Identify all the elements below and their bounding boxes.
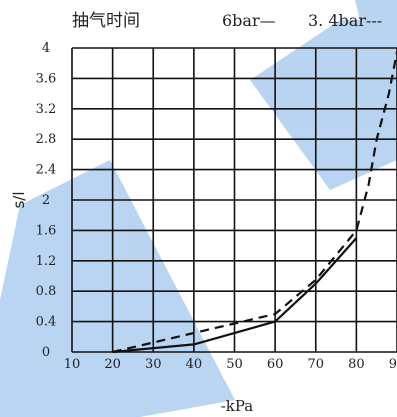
x-tick-labels: 10 20 30 40 50 60 70 80 90 — [64, 357, 397, 372]
legend-item-3-4bar: 3. 4bar--- — [308, 11, 382, 30]
series-line-6bar — [112, 237, 358, 354]
y-axis-label: s/l — [10, 191, 28, 208]
y-tick-label: 1.6 — [36, 223, 57, 238]
x-tick-label: 90 — [389, 357, 397, 372]
x-tick-label: 30 — [145, 357, 162, 372]
x-tick-label: 20 — [104, 357, 121, 372]
y-tick-label: 0 — [42, 345, 50, 360]
legend-item-6bar: 6bar— — [222, 11, 276, 30]
y-tick-labels: 0 0.4 0.8 1.2 1.6 2 2.4 2.8 3.2 3.6 4 — [36, 41, 57, 360]
y-tick-label: 4 — [42, 41, 50, 56]
x-tick-label: 60 — [267, 357, 284, 372]
x-tick-label: 50 — [226, 357, 243, 372]
chart-title: 抽气时间 — [72, 11, 140, 31]
y-tick-label: 2.4 — [36, 163, 57, 178]
series-lines — [112, 51, 397, 354]
series-line-3-4bar — [112, 51, 397, 354]
x-tick-label: 10 — [64, 357, 81, 372]
y-tick-label: 2 — [42, 193, 50, 208]
x-tick-label: 40 — [186, 357, 203, 372]
y-tick-label: 2.8 — [36, 132, 57, 147]
x-tick-label: 70 — [307, 357, 324, 372]
y-tick-label: 3.2 — [36, 102, 57, 117]
x-tick-label: 80 — [348, 357, 365, 372]
y-tick-label: 0.4 — [36, 315, 57, 330]
y-tick-label: 1.2 — [36, 254, 57, 269]
legend: 6bar— 3. 4bar--- — [222, 11, 382, 30]
grid — [71, 47, 397, 353]
x-axis-label: -kPa — [221, 397, 254, 415]
y-tick-label: 3.6 — [36, 71, 57, 86]
y-tick-label: 0.8 — [36, 284, 57, 299]
